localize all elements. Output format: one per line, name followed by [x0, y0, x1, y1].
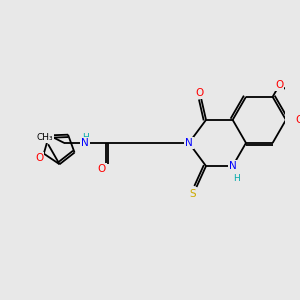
Text: S: S: [189, 189, 196, 199]
Text: N: N: [81, 138, 89, 148]
Text: O: O: [275, 80, 284, 90]
Text: H: H: [82, 133, 88, 142]
Text: N: N: [185, 138, 193, 148]
Text: N: N: [229, 161, 236, 171]
Text: O: O: [295, 115, 300, 125]
Text: CH₃: CH₃: [36, 133, 52, 142]
Text: O: O: [195, 88, 203, 98]
Text: O: O: [97, 164, 106, 174]
Text: H: H: [233, 174, 240, 183]
Text: O: O: [35, 153, 43, 164]
